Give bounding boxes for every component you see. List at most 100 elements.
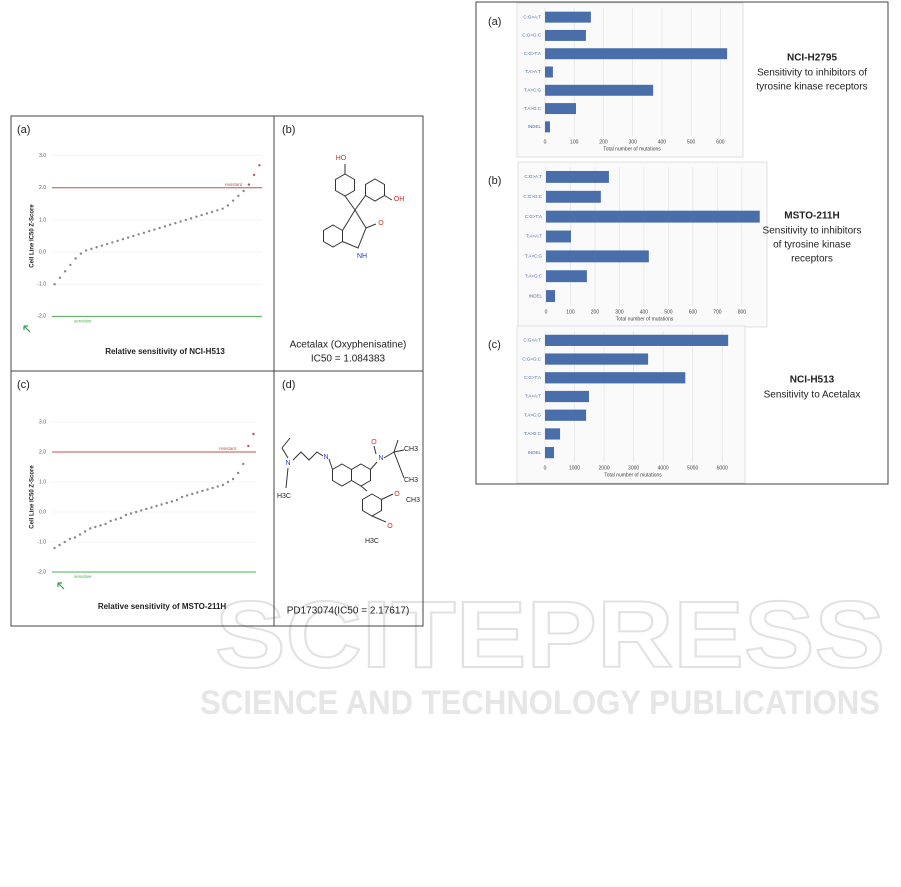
bar [546,190,601,203]
data-point [174,221,177,225]
data-point [53,546,56,550]
data-point [147,229,151,233]
data-point [114,518,117,521]
bar [545,353,649,365]
right-figure-frame [475,1,889,485]
molecule-caption: IC50 = 1.084383 [311,354,386,365]
data-point [104,522,107,526]
x-axis-label: Total number of mutations [603,146,661,152]
category-label: T:A>C:G [524,87,542,92]
data-point [84,249,88,252]
data-point [252,173,256,177]
y-tick-label: -2.0 [37,569,46,575]
data-point [121,238,125,241]
category-label: T:A>A:T [526,234,542,239]
bar [545,29,586,41]
data-point [163,225,167,228]
data-point [73,536,77,539]
data-point [94,525,97,529]
category-label: T:A>G:C [525,273,543,278]
chart-panel [516,2,744,158]
category-label: C:G>A:T [524,174,542,179]
data-point [129,512,133,515]
bar [546,230,571,243]
data-point [247,444,250,448]
data-point [201,489,204,493]
data-point [68,537,72,541]
panel-label: (b) [282,124,295,136]
x-tick-label: 300 [629,139,638,145]
x-tick-label: 5000 [687,465,698,471]
data-point [83,530,87,533]
x-tick-label: 0 [544,465,547,471]
data-point [126,236,130,239]
x-tick-label: 300 [615,309,624,315]
threshold-label: resistant [219,446,237,451]
y-tick-label: 0.0 [39,249,46,255]
x-tick-label: 600 [716,139,725,145]
data-point [150,506,153,509]
panel-label: (d) [282,379,295,391]
atom-label: OH [394,196,405,203]
bar [545,11,591,23]
panel-label: (b) [488,175,501,187]
watermark: SCITEPRESS SCIENCE AND TECHNOLOGY PUBLIC… [200,581,886,722]
molecule-b-bonds [323,164,393,249]
molecule-d-bonds [281,437,405,523]
y-tick-label: 1.0 [39,217,46,223]
atom-label: CH3 [406,497,420,504]
bar [546,270,587,283]
data-point [179,220,182,223]
y-tick-label: 2.0 [39,185,46,191]
category-label: T:A>A:T [525,69,541,74]
x-tick-label: 4000 [658,465,669,471]
y-tick-label: 3.0 [39,153,46,159]
category-label: T:A>C:G [525,254,543,259]
x-tick-label: 800 [738,309,747,315]
data-point [53,283,56,286]
atom-label: H3C [277,493,291,500]
atom-label: O [387,523,393,530]
bar [545,66,553,78]
data-point [116,239,119,243]
molecule-caption: Acetalax (Oxyphenisatine) [290,340,407,351]
data-point [180,495,184,499]
atom-label: CH3 [404,446,418,453]
data-point [95,246,98,249]
data-point [200,213,203,217]
data-point [237,194,240,198]
x-tick-label: 200 [591,309,600,315]
x-tick-label: 0 [545,309,548,315]
data-point [145,507,148,511]
threshold-label: sensitive [74,574,92,579]
bar [546,170,609,183]
bar [545,84,654,96]
y-axis-label: Cell Line IC50 Z-Score [30,204,36,268]
bar [545,121,550,133]
data-point [205,212,209,215]
data-point [158,226,161,230]
watermark-logo: SCITEPRESS [215,582,885,688]
x-tick-label: 400 [658,139,667,145]
category-label: C:G>T:A [524,51,541,56]
category-label: INDEL [528,450,542,455]
data-point [109,519,112,523]
annotation-title: MSTO-211H [784,211,839,222]
x-tick-label: 0 [544,139,547,145]
sensitive-arrows [23,325,65,590]
bar [546,210,760,223]
y-tick-label: -2.0 [37,314,46,320]
annotation-text: Sensitivity to inhibitors [763,226,862,237]
bar [545,409,587,421]
data-point [160,503,163,506]
data-point [74,257,77,260]
x-axis-label: Relative sensitivity of MSTO-211H [98,602,227,611]
threshold-label: resistant [225,182,243,187]
y-tick-label: 1.0 [39,479,46,485]
data-point [221,207,224,210]
category-label: T:A>C:G [524,412,542,417]
annotation-text: Sensitivity to inhibitors of [757,68,867,79]
bar [545,428,561,440]
annotation-title: NCI-H513 [790,375,835,386]
